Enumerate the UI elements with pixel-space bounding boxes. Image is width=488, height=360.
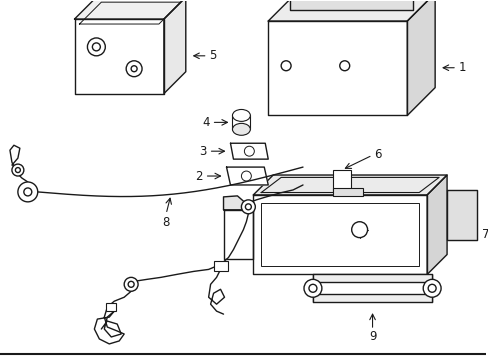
- Circle shape: [241, 200, 255, 214]
- Polygon shape: [223, 196, 253, 210]
- Polygon shape: [289, 0, 412, 10]
- Bar: [312, 274, 431, 282]
- Text: 8: 8: [162, 216, 169, 229]
- Polygon shape: [253, 195, 427, 274]
- Circle shape: [15, 168, 20, 172]
- Text: 5: 5: [209, 49, 217, 62]
- Circle shape: [339, 61, 349, 71]
- Polygon shape: [253, 175, 446, 195]
- Circle shape: [128, 281, 134, 287]
- Circle shape: [244, 146, 254, 156]
- Polygon shape: [226, 167, 268, 185]
- Text: 4: 4: [202, 116, 209, 129]
- Circle shape: [12, 164, 24, 176]
- Circle shape: [87, 38, 105, 56]
- Bar: [213, 261, 227, 271]
- Bar: [312, 294, 431, 302]
- Circle shape: [241, 171, 251, 181]
- Bar: [106, 303, 116, 311]
- Text: 3: 3: [199, 145, 206, 158]
- Polygon shape: [223, 210, 253, 260]
- Polygon shape: [268, 0, 434, 21]
- Polygon shape: [268, 21, 407, 116]
- Circle shape: [24, 188, 32, 196]
- Circle shape: [422, 279, 440, 297]
- Bar: [332, 188, 362, 196]
- Bar: [232, 116, 250, 129]
- Text: 7: 7: [481, 228, 488, 241]
- Circle shape: [351, 222, 367, 238]
- Text: 6: 6: [374, 148, 381, 161]
- Polygon shape: [230, 143, 268, 159]
- Circle shape: [126, 61, 142, 77]
- Polygon shape: [427, 175, 446, 274]
- Polygon shape: [446, 190, 476, 240]
- Circle shape: [124, 277, 138, 291]
- Circle shape: [92, 43, 100, 51]
- Text: 2: 2: [195, 170, 202, 183]
- Circle shape: [18, 182, 38, 202]
- Circle shape: [308, 284, 316, 292]
- Ellipse shape: [232, 109, 250, 121]
- Text: 9: 9: [368, 330, 376, 343]
- Circle shape: [427, 284, 435, 292]
- Text: 1: 1: [458, 61, 466, 74]
- Circle shape: [245, 204, 251, 210]
- Bar: [332, 170, 350, 192]
- Polygon shape: [74, 19, 163, 94]
- Circle shape: [281, 61, 290, 71]
- Polygon shape: [163, 0, 185, 94]
- Polygon shape: [74, 0, 185, 19]
- Circle shape: [131, 66, 137, 72]
- Polygon shape: [407, 0, 434, 116]
- Bar: [261, 203, 418, 266]
- Ellipse shape: [232, 123, 250, 135]
- Circle shape: [304, 279, 321, 297]
